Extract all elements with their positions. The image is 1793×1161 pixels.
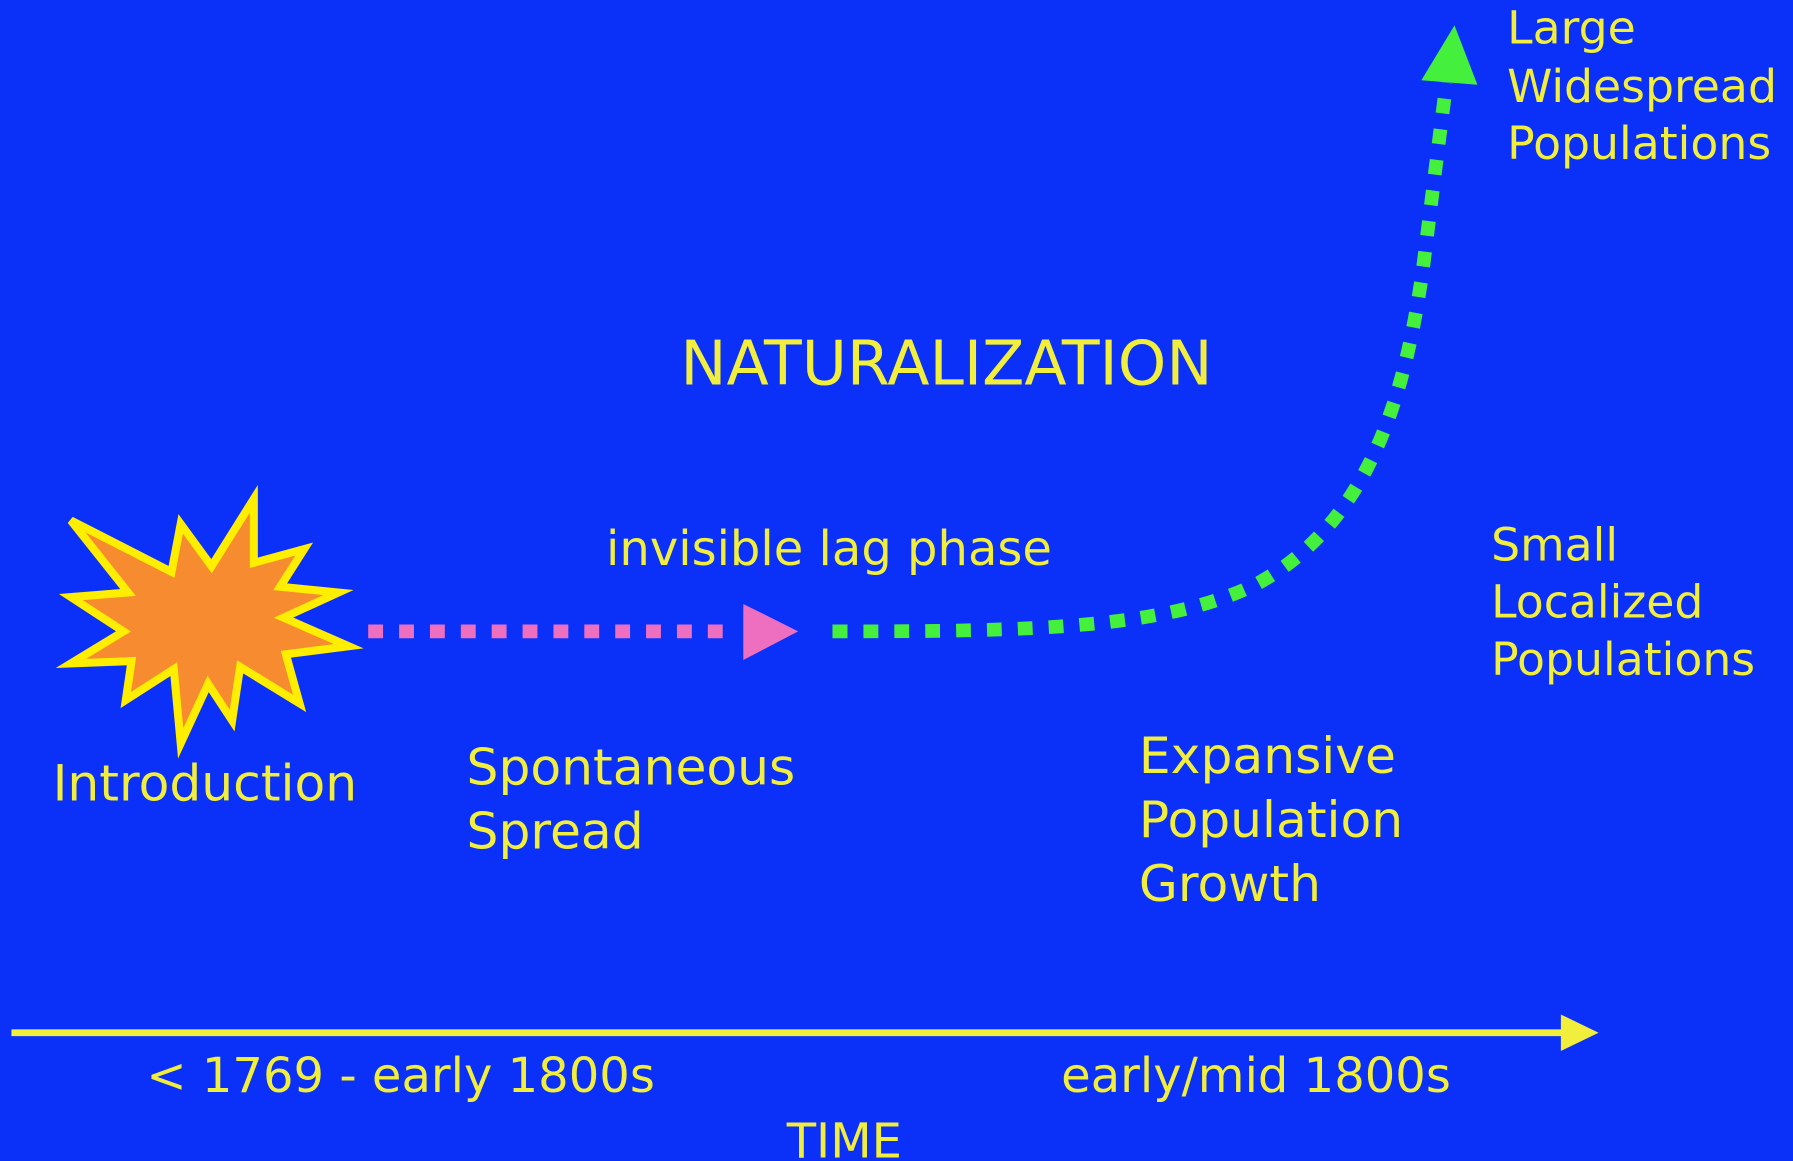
spread-arrow-head: [743, 603, 799, 660]
spread-label: Spontaneous: [467, 738, 796, 797]
growth-label: Expansive: [1139, 726, 1396, 785]
small-pop-label: Populations: [1491, 633, 1755, 686]
large-pop-label: Large: [1507, 2, 1636, 55]
lag-phase-label: invisible lag phase: [606, 521, 1052, 577]
large-pop-label: Widespread: [1507, 60, 1777, 113]
time-axis-head: [1560, 1014, 1599, 1052]
late-period-label: early/mid 1800s: [1061, 1048, 1451, 1104]
introduction-burst: [55, 484, 364, 759]
time-label: TIME: [786, 1113, 902, 1161]
early-period-label: < 1769 - early 1800s: [146, 1048, 654, 1104]
growth-label: Population: [1139, 790, 1403, 849]
spread-label: Spread: [467, 802, 644, 861]
small-pop-label: Localized: [1491, 576, 1703, 629]
introduction-label: Introduction: [53, 754, 358, 813]
title: NATURALIZATION: [680, 327, 1212, 399]
small-pop-label: Small: [1491, 518, 1618, 571]
large-pop-label: Populations: [1507, 117, 1771, 170]
growth-label: Growth: [1139, 854, 1321, 913]
growth-arrow-head: [1421, 25, 1478, 85]
growth-curve: [832, 81, 1454, 639]
